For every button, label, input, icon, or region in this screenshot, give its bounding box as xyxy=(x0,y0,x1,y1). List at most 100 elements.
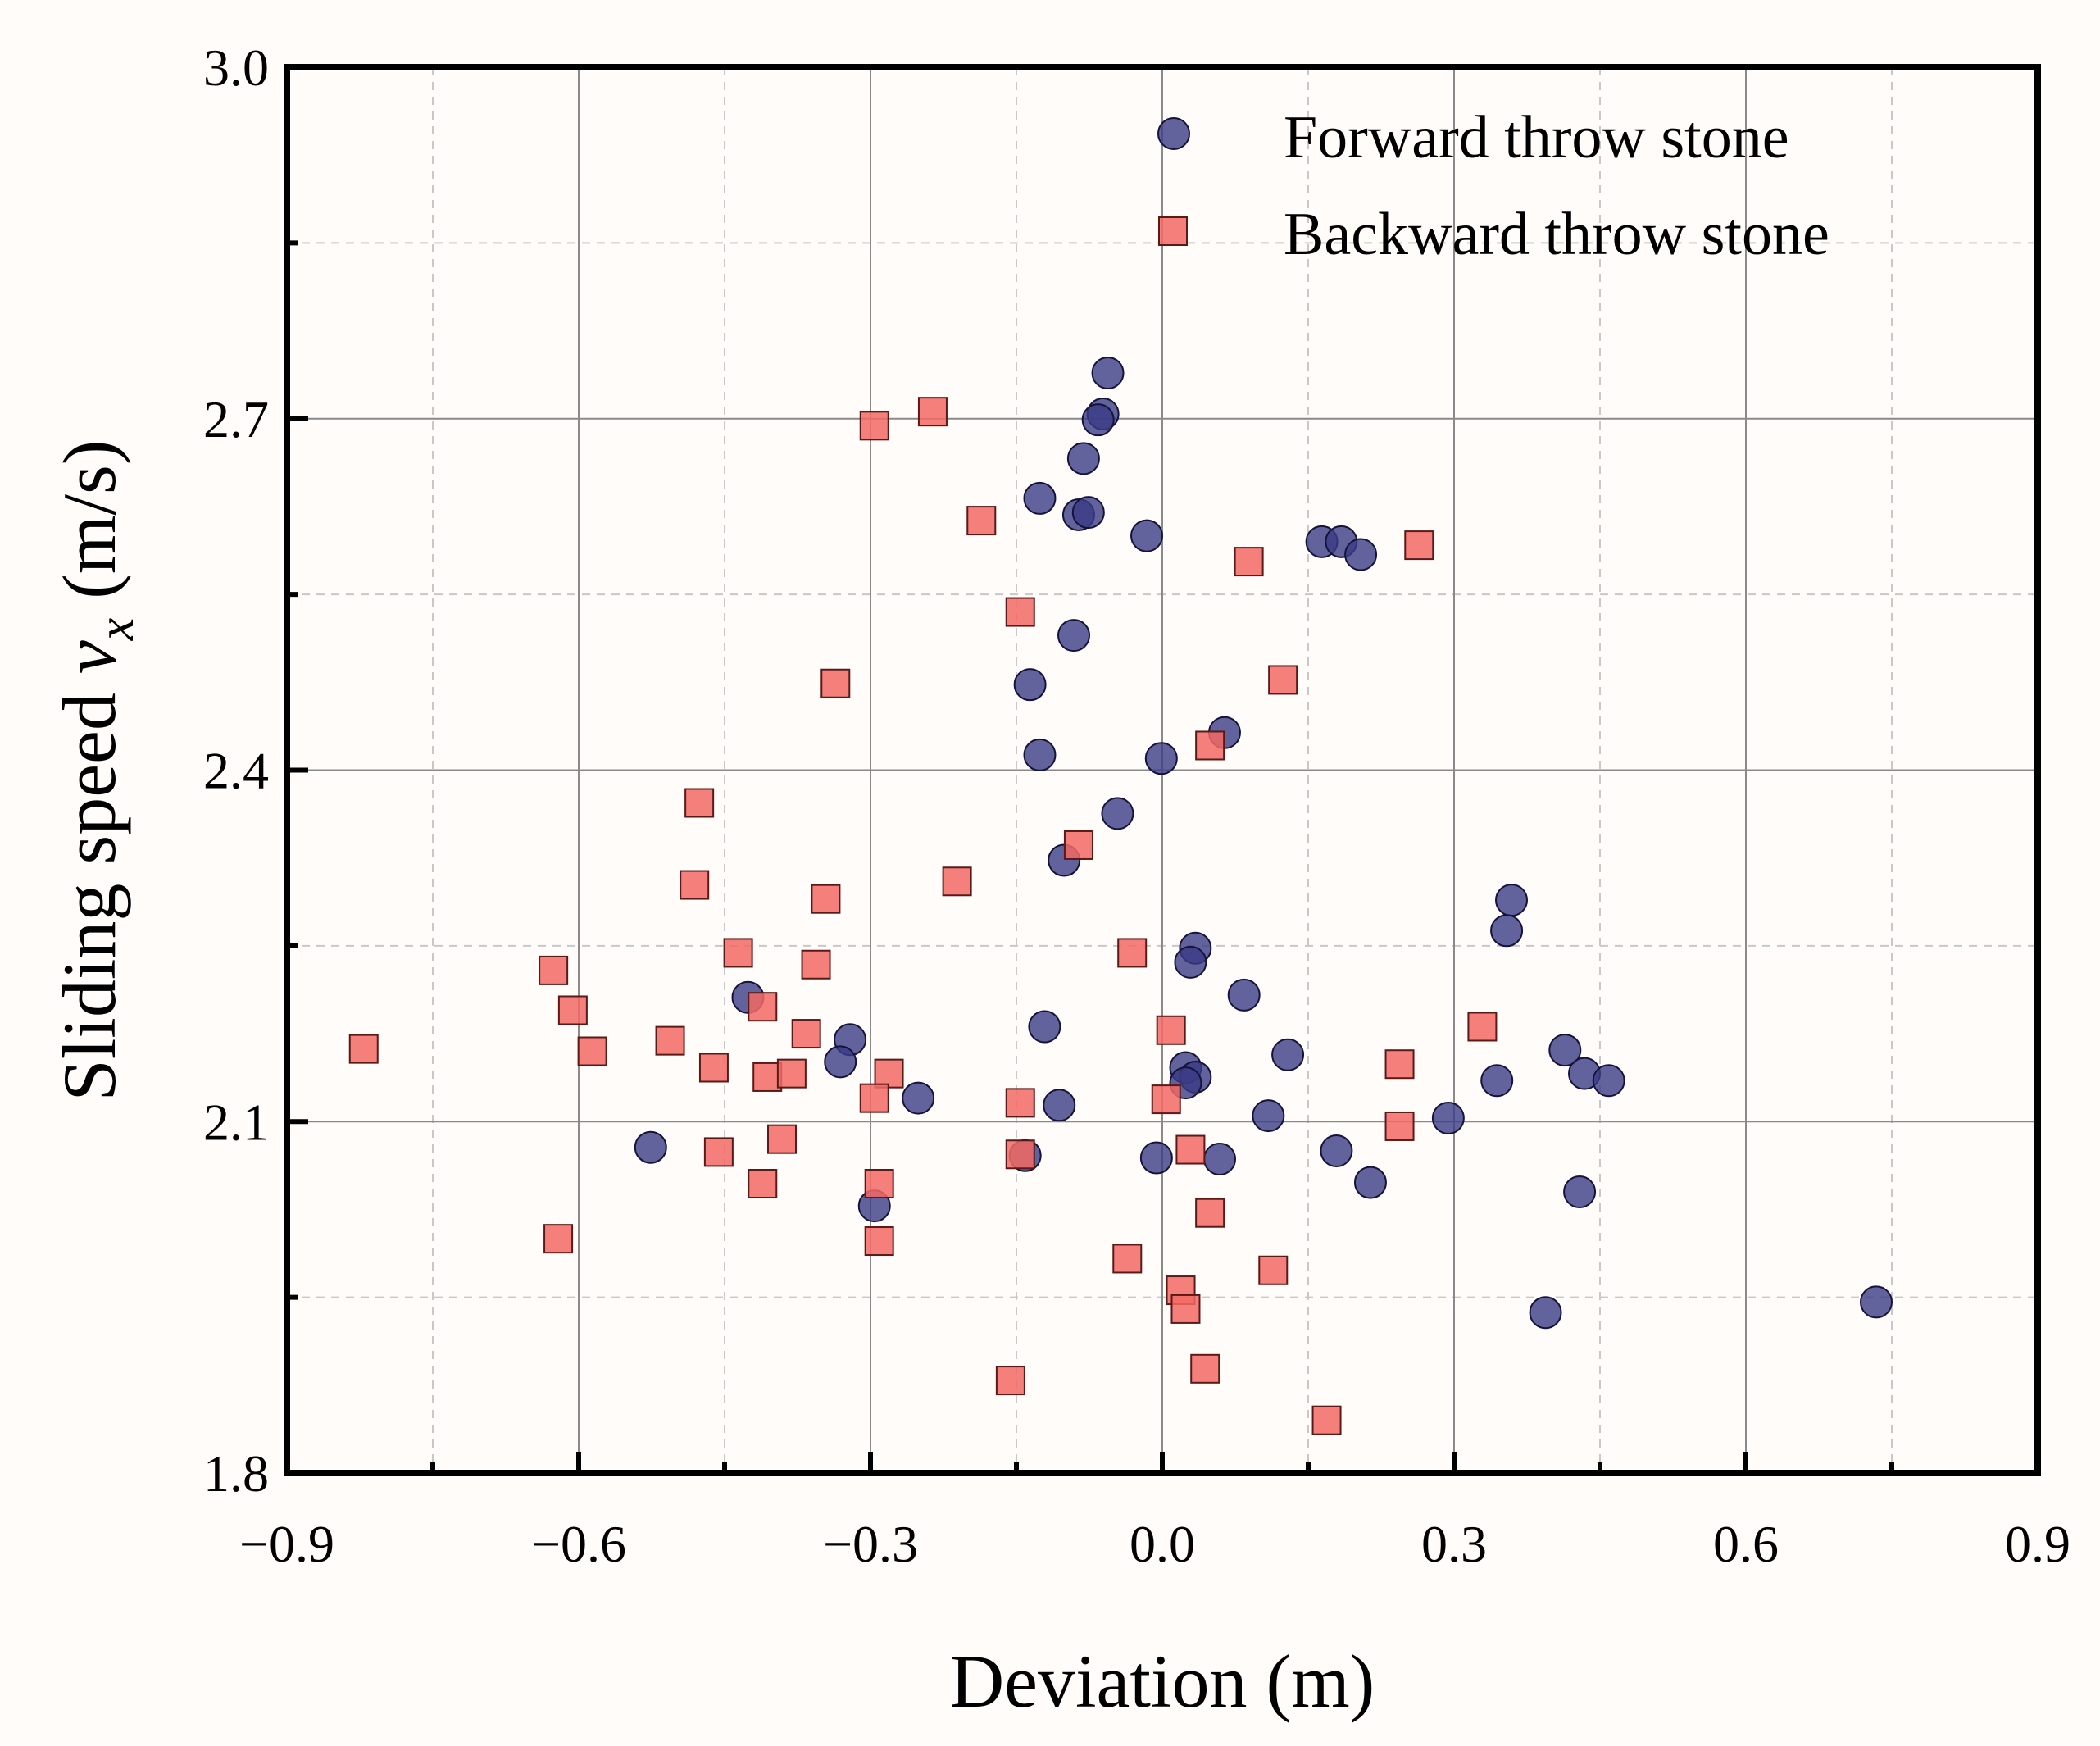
forward-point xyxy=(1344,538,1378,571)
forward-point xyxy=(1101,797,1134,830)
forward-point xyxy=(1174,945,1207,979)
legend-marker-backward xyxy=(1158,216,1188,246)
backward-point xyxy=(995,1366,1025,1396)
forward-point xyxy=(1203,1142,1237,1175)
x-tick-label: −0.3 xyxy=(823,1515,918,1573)
y-axis-title-suffix: (m/s) xyxy=(48,440,131,618)
backward-point xyxy=(1005,597,1035,627)
forward-point xyxy=(1353,1166,1387,1199)
forward-point xyxy=(1490,914,1524,948)
forward-point xyxy=(1860,1285,1893,1319)
y-tick-label: 2.1 xyxy=(203,1093,269,1151)
backward-point xyxy=(767,1124,798,1154)
backward-point xyxy=(1175,1134,1206,1165)
backward-point xyxy=(703,1137,734,1167)
forward-point xyxy=(1320,1134,1353,1167)
x-axis-title: Deviation (m) xyxy=(950,1639,1375,1723)
forward-point xyxy=(1091,357,1125,390)
backward-point xyxy=(820,668,851,698)
backward-point xyxy=(348,1034,379,1064)
backward-point xyxy=(1404,530,1434,561)
forward-point xyxy=(1139,1141,1173,1175)
backward-point xyxy=(1268,665,1298,695)
backward-point xyxy=(748,992,778,1022)
forward-point xyxy=(1023,481,1057,515)
forward-point xyxy=(1563,1175,1597,1208)
backward-point xyxy=(543,1224,574,1254)
backward-point xyxy=(539,955,569,985)
backward-point xyxy=(1005,1088,1035,1118)
backward-point xyxy=(966,506,997,536)
forward-point xyxy=(1130,519,1164,552)
backward-point xyxy=(864,1168,894,1198)
forward-point xyxy=(1023,738,1057,771)
axis-ticks xyxy=(284,65,2040,1475)
forward-point xyxy=(1495,884,1529,917)
y-axis-title-subscript: x xyxy=(89,617,144,641)
backward-point xyxy=(1117,938,1148,968)
backward-point xyxy=(1384,1111,1415,1141)
backward-point xyxy=(791,1019,821,1049)
backward-point xyxy=(1195,730,1225,761)
forward-point xyxy=(1271,1038,1305,1071)
x-tick-labels: −0.9 −0.6 −0.3 0.0 0.3 0.6 0.9 xyxy=(239,1515,2070,1573)
forward-point xyxy=(1592,1064,1625,1098)
backward-point xyxy=(698,1053,729,1083)
backward-point xyxy=(723,938,753,968)
y-tick-label: 3.0 xyxy=(203,39,269,97)
backward-point xyxy=(1258,1255,1289,1285)
backward-point xyxy=(748,1168,778,1198)
y-axis-title: Sliding speed vx (m/s) xyxy=(48,440,144,1102)
backward-point xyxy=(864,1226,894,1257)
backward-point xyxy=(1170,1294,1201,1324)
backward-point xyxy=(776,1058,807,1089)
backward-point xyxy=(917,397,948,427)
y-tick-label: 2.4 xyxy=(203,742,269,800)
backward-point xyxy=(811,884,841,914)
forward-point xyxy=(1548,1034,1582,1067)
forward-point xyxy=(1028,1010,1061,1044)
backward-point xyxy=(1311,1405,1342,1435)
forward-point xyxy=(1057,619,1091,652)
forward-point xyxy=(824,1045,857,1079)
backward-point xyxy=(1467,1012,1498,1042)
backward-point xyxy=(859,1083,889,1113)
backward-point xyxy=(752,1062,783,1092)
x-tick-label: 0.3 xyxy=(1421,1515,1487,1573)
forward-point xyxy=(1227,978,1261,1012)
forward-point xyxy=(1529,1296,1562,1330)
legend: Forward throw stone Backward throw stone xyxy=(1157,104,1830,268)
backward-point xyxy=(1195,1198,1225,1228)
backward-point xyxy=(680,870,710,900)
forward-point xyxy=(1480,1064,1514,1098)
forward-point xyxy=(1081,403,1115,437)
backward-point xyxy=(1063,830,1093,860)
forward-point xyxy=(1071,496,1105,530)
data-points xyxy=(348,357,1893,1435)
backward-point xyxy=(1384,1049,1415,1080)
y-tick-labels: 1.8 2.1 2.4 2.7 3.0 xyxy=(203,39,269,1503)
forward-point xyxy=(902,1081,935,1115)
forward-point xyxy=(1252,1099,1285,1133)
backward-point xyxy=(1151,1084,1181,1115)
series-backward xyxy=(348,397,1498,1435)
forward-point xyxy=(1066,442,1100,475)
y-tick-label: 1.8 xyxy=(203,1444,269,1503)
forward-point xyxy=(1431,1101,1465,1134)
forward-point xyxy=(634,1130,667,1164)
backward-point xyxy=(684,788,715,818)
x-tick-label: −0.6 xyxy=(531,1515,626,1573)
y-axis-title-prefix: Sliding speed xyxy=(48,674,131,1101)
backward-point xyxy=(801,949,831,980)
backward-point xyxy=(1005,1139,1035,1170)
backward-point xyxy=(1112,1244,1143,1274)
legend-label-forward: Forward throw stone xyxy=(1284,104,1789,171)
forward-point xyxy=(1144,742,1178,775)
backward-point xyxy=(557,995,588,1025)
legend-marker-forward xyxy=(1157,117,1190,150)
y-axis-title-variable: v xyxy=(48,640,131,674)
backward-point xyxy=(577,1036,607,1066)
legend-label-backward: Backward throw stone xyxy=(1284,201,1830,268)
backward-point xyxy=(1156,1015,1186,1045)
